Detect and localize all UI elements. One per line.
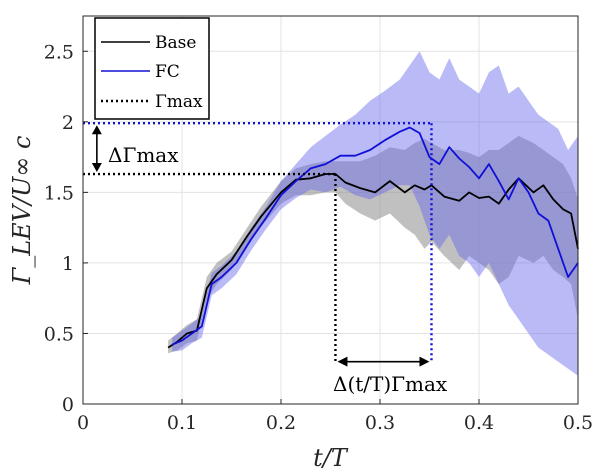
y-tick-label: 1.5 <box>44 182 74 204</box>
x-tick-label: 0.3 <box>365 412 395 434</box>
axes-box <box>82 15 579 405</box>
x-axis-title: t/T <box>313 444 349 472</box>
reference-lines <box>83 122 433 362</box>
legend-label-gamma-max: Γmax <box>155 92 203 112</box>
axis-ticks: 0 0.1 0.2 0.3 0.4 0.5 0 0.5 1 1.5 2 2.5 <box>44 41 593 434</box>
series-lines <box>167 126 579 349</box>
annotation-arrows <box>91 125 430 367</box>
x-tick-label: 0.2 <box>266 412 296 434</box>
legend-label-fc: FC <box>155 62 180 82</box>
x-tick-label: 0 <box>77 412 89 434</box>
legend-box <box>94 17 210 120</box>
delta-t-arrow-head-right <box>419 356 430 367</box>
y-tick-label: 2.5 <box>44 41 74 63</box>
legend: Base FC Γmax <box>94 17 210 120</box>
y-tick-label: 0 <box>62 394 74 416</box>
series-line-fc <box>171 126 579 346</box>
y-axis-title: Γ_LEV/U∞ c <box>8 136 36 286</box>
x-tick-label: 0.5 <box>563 412 593 434</box>
y-tick-label: 0.5 <box>44 323 74 345</box>
y-tick-label: 1 <box>62 253 74 275</box>
x-tick-label: 0.1 <box>167 412 197 434</box>
delta-gamma-max-label: ΔΓmax <box>108 143 179 167</box>
uncertainty-bands <box>168 51 578 376</box>
delta-gamma-arrow-head-top <box>91 125 102 135</box>
band-fc <box>172 51 578 376</box>
x-tick-label: 0.4 <box>464 412 494 434</box>
band-base <box>168 135 578 354</box>
delta-t-arrow-head-left <box>337 356 348 367</box>
legend-label-base: Base <box>155 33 196 53</box>
y-tick-label: 2 <box>62 112 74 134</box>
delta-gamma-arrow-head-bottom <box>91 163 102 173</box>
delta-t-label: Δ(t/T)Γmax <box>333 372 448 396</box>
